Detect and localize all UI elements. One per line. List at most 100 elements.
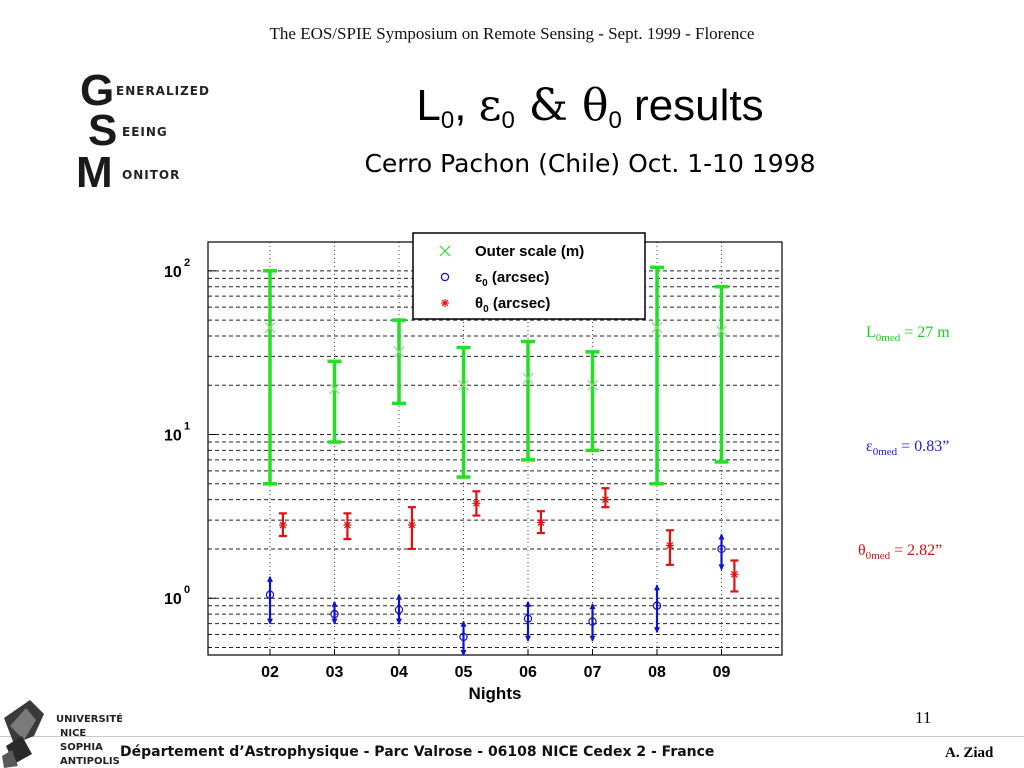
data-point-d2 <box>537 519 545 526</box>
y-tick-base: 10 <box>164 591 182 608</box>
annot-l0-sym: L <box>866 324 876 341</box>
y-tick-exp: 1 <box>184 421 190 433</box>
university-emblem-icon <box>2 700 44 768</box>
legend-symbol: ε <box>475 269 482 286</box>
error-cap-top <box>589 603 596 610</box>
y-tick-base: 10 <box>164 428 182 445</box>
annot-t0-sub: 0med <box>865 550 891 563</box>
uni-line-3: SOPHIA <box>60 742 103 753</box>
data-point-d2 <box>601 496 609 504</box>
title-sub-l: 0 <box>440 107 455 134</box>
title-l: L <box>416 81 441 130</box>
data-point-b <box>393 346 405 358</box>
data-point <box>588 617 597 626</box>
data-point <box>523 614 533 623</box>
data-point-d2 <box>472 499 480 507</box>
error-cap-bottom <box>589 635 596 642</box>
data-point-b <box>522 373 534 384</box>
annotation-l0-median: L0med = 27 m <box>866 324 950 344</box>
data-point <box>265 590 275 599</box>
data-point <box>717 544 726 554</box>
data-point-d2 <box>666 542 674 549</box>
series-2 <box>278 487 739 593</box>
data-point-d2 <box>730 570 738 578</box>
annot-e0-val: = 0.83” <box>897 438 950 455</box>
legend-label: Outer scale (m) <box>475 243 584 260</box>
footer-author: A. Ziad <box>945 745 994 761</box>
logo-word-seeing: EEING <box>122 125 168 139</box>
error-cap-bottom <box>396 618 402 625</box>
title-sub-theta: 0 <box>608 107 622 134</box>
data-point <box>652 601 662 610</box>
x-tick-label: 03 <box>326 664 344 681</box>
legend-text: (arcsec) <box>488 269 550 286</box>
page-subtitle: Cerro Pachon (Chile) Oct. 1-10 1998 <box>364 149 816 178</box>
y-tick-exp: 2 <box>184 257 190 269</box>
legend-text: (arcsec) <box>489 295 551 312</box>
footer-address: Département d’Astrophysique - Parc Valro… <box>120 744 715 760</box>
title-amp: & <box>514 80 582 131</box>
uni-line-1: UNIVERSITÉ <box>56 712 122 725</box>
logo-letter-g: G <box>80 66 115 115</box>
x-tick-label: 07 <box>584 664 602 681</box>
error-cap-bottom <box>525 635 531 642</box>
title-epsilon: ε <box>478 80 502 131</box>
uni-line-4: ANTIPOLIS <box>60 756 120 767</box>
legend-label: θ0 (arcsec) <box>475 295 550 315</box>
logo-word-monitor: ONITOR <box>122 168 181 182</box>
series-0 <box>263 265 729 486</box>
y-tick-exp: 0 <box>184 584 190 596</box>
legend-label: ε0 (arcsec) <box>475 269 549 289</box>
x-tick-label: 02 <box>261 664 279 681</box>
x-tick-label: 05 <box>455 664 473 681</box>
data-point-b <box>264 322 276 334</box>
error-cap-bottom <box>718 564 725 571</box>
data-point-b <box>587 379 598 391</box>
data-point-d2 <box>279 521 287 529</box>
page-number: 11 <box>915 708 932 727</box>
gsm-logo: G ENERALIZED S EEING M ONITOR <box>74 66 234 198</box>
annot-l0-val: = 27 m <box>900 324 950 341</box>
error-cap-top <box>718 533 725 540</box>
data-point-b <box>329 383 340 395</box>
data-point-b <box>458 379 469 391</box>
y-tick-label: 100 <box>164 584 216 608</box>
title-sub-eps: 0 <box>501 107 515 134</box>
logo-word-generalized: ENERALIZED <box>116 84 210 98</box>
uni-line-2: NICE <box>60 728 86 739</box>
data-point-d2 <box>343 521 351 529</box>
legend-subscript: 0 <box>483 304 489 315</box>
logo-letter-s: S <box>88 106 118 155</box>
data-point <box>459 632 468 642</box>
error-cap-top <box>396 593 402 600</box>
annot-e0-sub: 0med <box>872 446 898 459</box>
legend: Outer scale (m)ε0 (arcsec)θ0 (arcsec) <box>412 232 646 320</box>
legend-subscript: 0 <box>482 278 488 289</box>
data-point-b <box>651 322 663 334</box>
conference-header: The EOS/SPIE Symposium on Remote Sensing… <box>269 24 755 43</box>
x-tick-label: 06 <box>519 664 537 681</box>
annot-l0-sub: 0med <box>875 332 901 345</box>
y-tick-label: 102 <box>164 257 216 281</box>
annot-t0-val: = 2.82” <box>890 542 943 559</box>
university-logo: UNIVERSITÉ NICE SOPHIA ANTIPOLIS <box>2 700 122 768</box>
data-point <box>330 609 339 619</box>
error-cap-bottom <box>267 618 273 625</box>
footer-divider <box>0 736 1024 737</box>
logo-letter-m: M <box>76 148 113 197</box>
x-tick-label: 04 <box>390 664 408 681</box>
error-cap-top <box>654 584 660 591</box>
title-block: L0, ε0 & θ0 results Cerro Pachon (Chile)… <box>300 82 880 179</box>
page-title: L0, ε0 & θ0 results <box>300 82 880 145</box>
x-tick-label: 08 <box>648 664 666 681</box>
legend-marker <box>440 272 450 282</box>
title-results: results <box>621 81 764 130</box>
legend-marker-b <box>439 245 451 257</box>
annotation-t0-median: θ0med = 2.82” <box>858 542 942 562</box>
y-tick-label: 101 <box>164 421 216 445</box>
annot-t0-sym: θ <box>858 542 866 559</box>
x-axis-label: Nights <box>469 684 522 703</box>
data-point-d2 <box>408 521 416 529</box>
annot-e0-sym: ε <box>866 438 873 455</box>
